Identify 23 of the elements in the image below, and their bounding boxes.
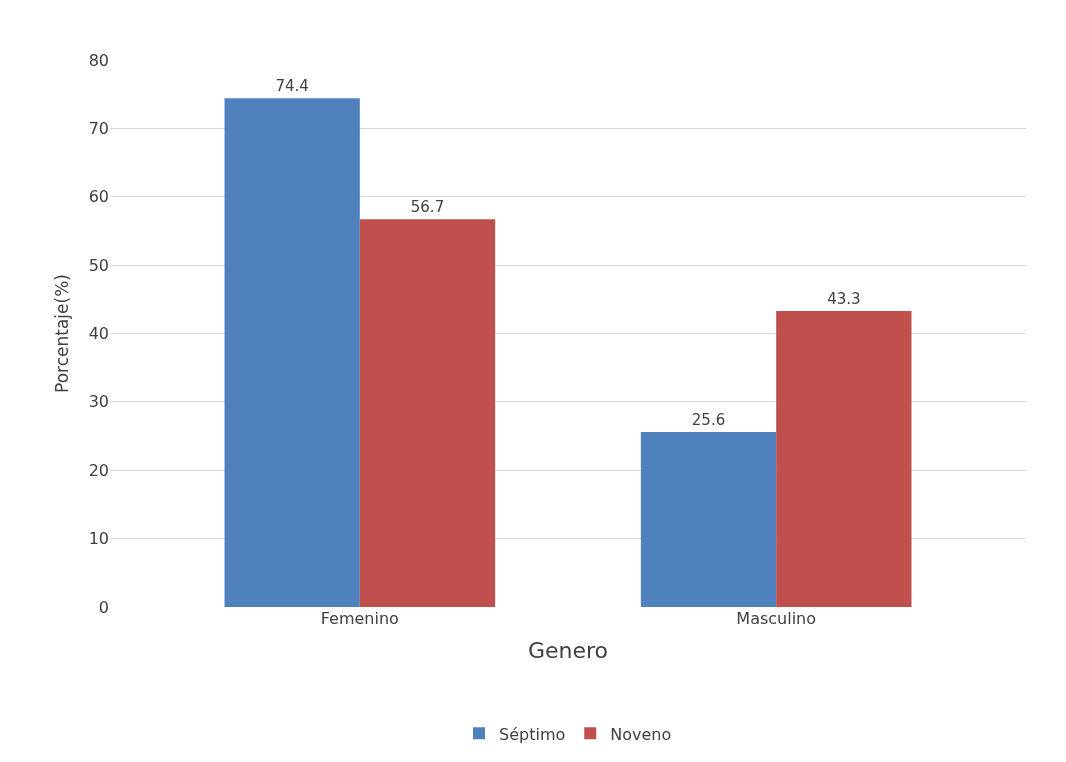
y-tick-label: 20 (88, 460, 109, 480)
legend-label: Séptimo (499, 724, 566, 744)
bar (640, 431, 777, 607)
data-label: 74.4 (275, 77, 309, 96)
data-label: 56.7 (410, 198, 445, 217)
y-tick-label: 0 (98, 597, 109, 617)
y-axis-title: Porcentaje(%) (52, 274, 73, 393)
x-tick-label: Masculino (736, 609, 817, 628)
x-axis-title: Genero (527, 637, 609, 663)
y-tick-label: 70 (88, 118, 109, 138)
y-tick-label: 50 (88, 255, 109, 275)
y-tick-label: 60 (88, 187, 109, 207)
bar (776, 310, 912, 607)
legend-label: Noveno (610, 724, 672, 744)
y-tick-label: 80 (88, 50, 109, 70)
y-tick-label: 40 (88, 324, 109, 344)
x-tick-label: Femenino (320, 609, 399, 628)
y-tick-label: 30 (88, 392, 109, 412)
bar (359, 219, 496, 607)
data-label: 25.6 (691, 410, 726, 429)
data-label: 43.3 (827, 289, 861, 308)
bar (224, 98, 360, 607)
y-tick-label: 10 (88, 529, 109, 549)
